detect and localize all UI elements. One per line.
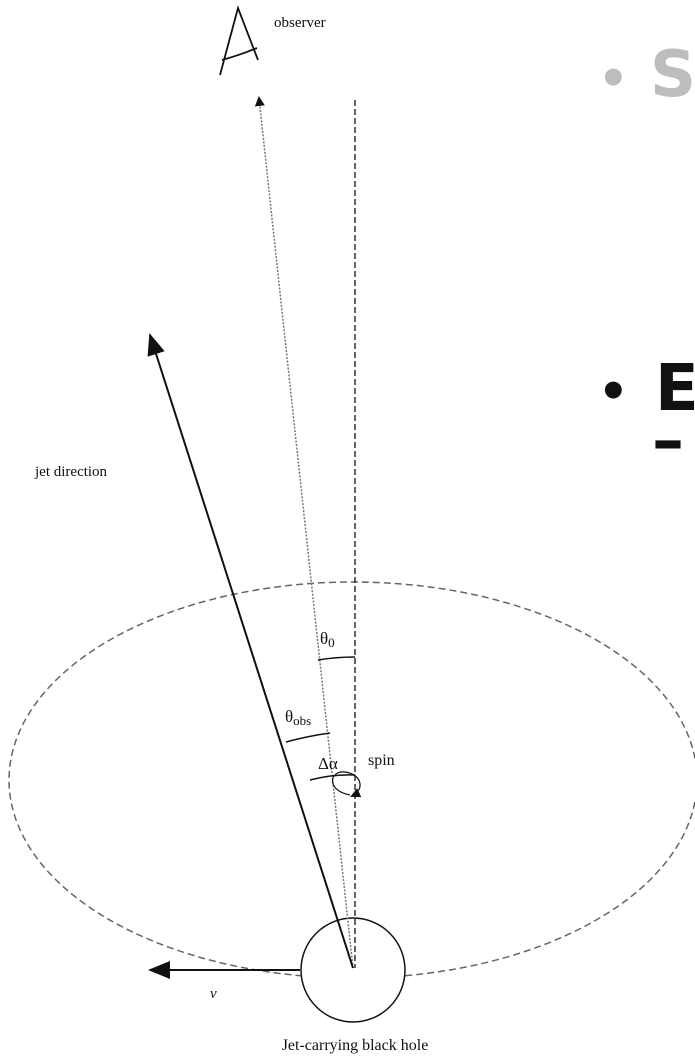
jet-label: jet direction [34, 464, 108, 480]
bullet-marker: • [598, 364, 629, 420]
symbol: θ [285, 707, 293, 726]
diagram [9, 8, 695, 1022]
caption: Jet-carrying black hole [282, 1037, 429, 1054]
theta0-label: θ0 [320, 629, 335, 650]
delta-alpha-label: Δα [318, 754, 338, 773]
slide-text: • S • E – [598, 38, 695, 478]
observer-line [259, 98, 353, 968]
bullet-marker: • [598, 51, 629, 107]
subscript: 0 [328, 635, 335, 650]
subscript: obs [293, 713, 311, 728]
angle-arc [286, 733, 330, 742]
page: • S • E – observer jet direction θ0 θobs… [0, 0, 695, 1061]
sub-bullet: – [652, 404, 684, 478]
angle-arc [318, 657, 355, 660]
spin-label: spin [368, 752, 395, 769]
labels: observer jet direction θ0 θobs Δα spin v… [34, 15, 428, 1054]
theta-obs-label: θobs [285, 707, 311, 728]
observer-label: observer [274, 15, 326, 31]
symbol: θ [320, 629, 328, 648]
eye-icon [220, 8, 258, 75]
black-hole [301, 918, 405, 1022]
jet-arrow [150, 335, 353, 968]
bullet-text: S [650, 38, 695, 112]
velocity-label: v [210, 986, 217, 1002]
